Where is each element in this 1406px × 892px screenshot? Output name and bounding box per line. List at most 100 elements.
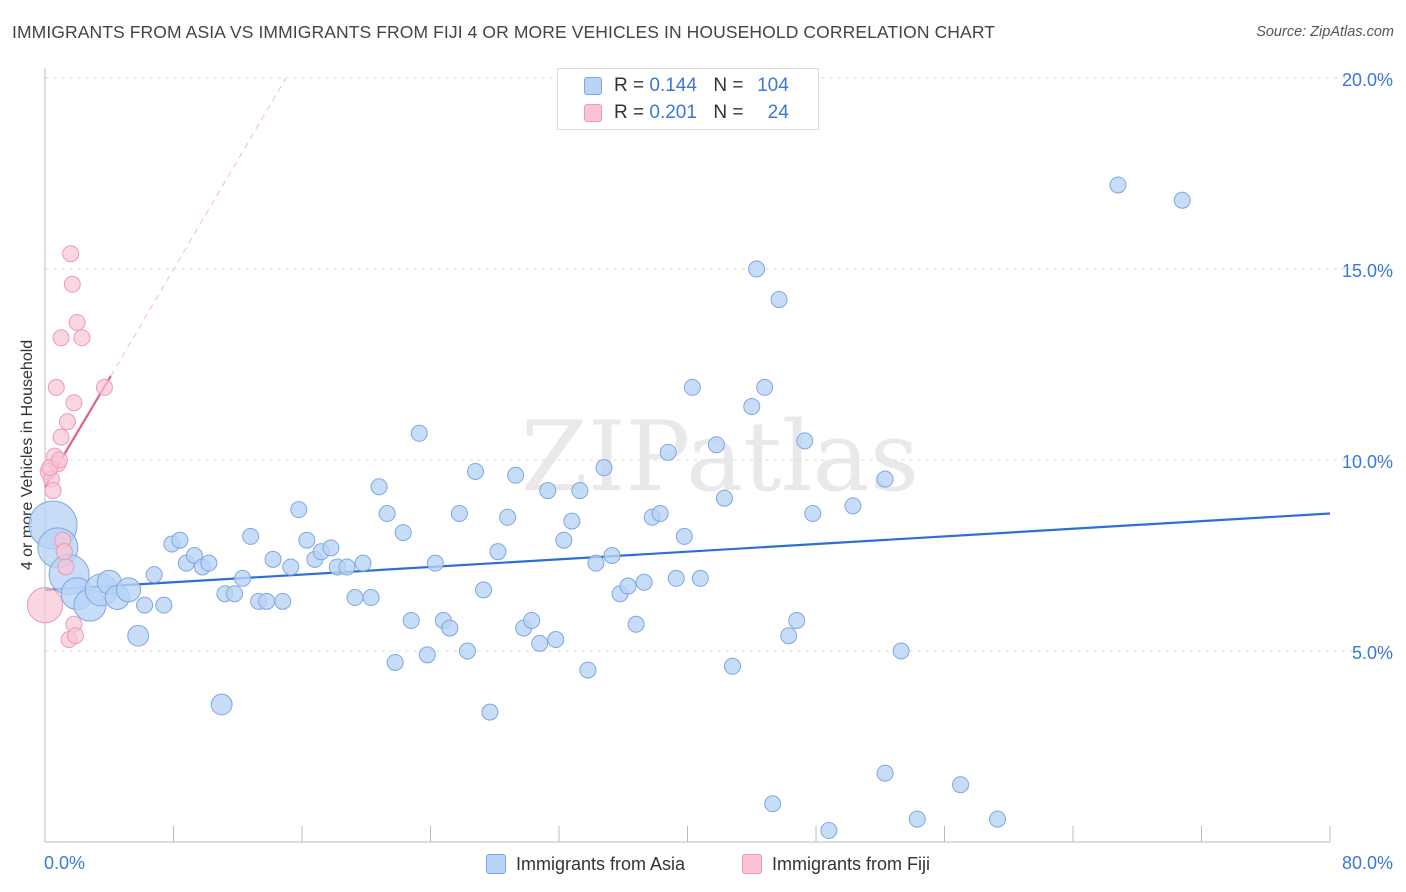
asia-point xyxy=(619,577,637,595)
asia-point xyxy=(386,653,404,671)
asia-point xyxy=(475,581,493,599)
asia-point xyxy=(547,631,565,649)
asia-point xyxy=(683,378,701,396)
fiji-legend-swatch-icon xyxy=(742,854,762,874)
asia-point xyxy=(595,459,613,477)
fiji-point xyxy=(50,451,68,469)
grid-lines xyxy=(45,77,1392,652)
correlation-legend: R = 0.144 N = 104 R = 0.201 N = 24 xyxy=(557,68,819,130)
x-tick-label-min: 0.0% xyxy=(44,853,85,873)
asia-point xyxy=(756,378,774,396)
asia-point xyxy=(780,627,798,645)
fiji-point xyxy=(52,329,70,347)
asia-point xyxy=(418,646,436,664)
asia-point xyxy=(226,585,244,603)
asia-point xyxy=(298,531,316,549)
asia-point xyxy=(723,657,741,675)
asia-point xyxy=(116,577,142,603)
asia-point xyxy=(635,573,653,591)
fiji-point xyxy=(57,558,75,576)
asia-point xyxy=(258,592,276,610)
source-label: Source: ZipAtlas.com xyxy=(1256,24,1394,40)
asia-n-value: 104 xyxy=(757,75,789,96)
asia-point xyxy=(481,703,499,721)
asia-point xyxy=(675,527,693,545)
fiji-swatch-icon xyxy=(584,104,602,122)
asia-point xyxy=(370,478,388,496)
bottom-legend-fiji: Immigrants from Fiji xyxy=(742,852,930,876)
asia-point xyxy=(362,589,380,607)
asia-point xyxy=(579,661,597,679)
asia-point xyxy=(338,558,356,576)
asia-point xyxy=(523,611,541,629)
asia-point xyxy=(764,795,782,813)
asia-swatch-icon xyxy=(584,77,602,95)
asia-point xyxy=(450,504,468,522)
asia-point xyxy=(804,504,822,522)
asia-point xyxy=(378,504,396,522)
asia-point xyxy=(707,436,725,454)
asia-point xyxy=(587,554,605,572)
legend-row-asia: R = 0.144 N = 104 xyxy=(584,73,789,99)
y-tick-label: 5.0% xyxy=(1352,643,1393,663)
asia-point xyxy=(820,822,838,840)
asia-trend-line xyxy=(44,512,1331,591)
fiji-point xyxy=(26,587,64,624)
asia-point xyxy=(748,260,766,278)
fiji-n-label: N = xyxy=(713,102,744,123)
asia-point xyxy=(441,619,459,637)
asia-point xyxy=(274,592,292,610)
asia-point xyxy=(282,558,300,576)
bottom-legend-asia: Immigrants from Asia xyxy=(486,852,685,876)
asia-legend-label: Immigrants from Asia xyxy=(516,853,686,874)
asia-point xyxy=(876,764,894,782)
asia-point xyxy=(210,693,233,716)
asia-point xyxy=(466,462,484,480)
asia-point xyxy=(770,291,788,309)
fiji-point xyxy=(62,245,80,263)
asia-point xyxy=(507,466,525,484)
asia-point xyxy=(458,642,476,660)
fiji-point xyxy=(65,394,83,412)
asia-point xyxy=(691,569,709,587)
asia-point xyxy=(127,624,150,647)
fiji-r-value: 0.201 xyxy=(649,102,697,123)
trend-lines xyxy=(44,77,1331,591)
asia-point xyxy=(603,547,621,564)
asia-point xyxy=(145,566,163,584)
asia-point xyxy=(234,569,252,587)
fiji-legend-label: Immigrants from Fiji xyxy=(772,853,931,874)
fiji-point xyxy=(67,627,85,645)
asia-r-label: R = xyxy=(614,75,645,96)
asia-point xyxy=(563,512,581,530)
asia-point xyxy=(892,642,910,660)
legend-row-fiji: R = 0.201 N = 24 xyxy=(584,100,789,126)
asia-point xyxy=(242,527,260,545)
asia-point xyxy=(1173,191,1191,209)
asia-point xyxy=(394,524,412,542)
fiji-point xyxy=(63,275,81,293)
asia-point xyxy=(952,776,970,794)
asia-point xyxy=(264,550,282,568)
y-tick-label: 10.0% xyxy=(1342,452,1393,472)
asia-point xyxy=(354,554,372,572)
y-tick-label: 15.0% xyxy=(1342,261,1393,281)
fiji-point xyxy=(68,313,86,331)
asia-point xyxy=(539,482,557,500)
asia-point xyxy=(200,554,218,572)
fiji-point xyxy=(44,482,62,500)
asia-point xyxy=(155,596,173,614)
asia-point xyxy=(571,482,589,500)
fiji-n-value: 24 xyxy=(767,102,789,123)
asia-point xyxy=(788,611,806,629)
fiji-point xyxy=(58,413,76,431)
x-tick-label-max: 80.0% xyxy=(1342,853,1393,873)
asia-point xyxy=(1109,176,1127,194)
fiji-point xyxy=(52,428,70,446)
fiji-point xyxy=(55,543,73,561)
asia-point xyxy=(715,489,733,507)
asia-r-value: 0.144 xyxy=(649,75,697,96)
fiji-point xyxy=(47,378,65,396)
asia-point xyxy=(346,589,364,607)
